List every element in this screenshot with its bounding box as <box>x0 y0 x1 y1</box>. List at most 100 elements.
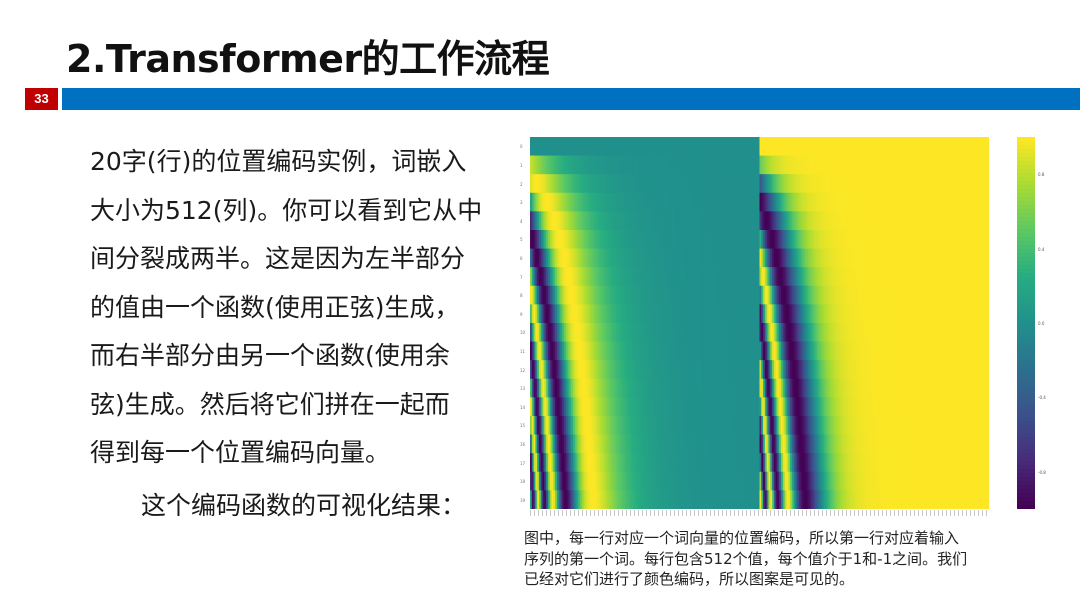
heatmap-cell <box>594 230 597 250</box>
heatmap-cell <box>646 285 649 305</box>
heatmap-cell <box>886 285 890 305</box>
heatmap-cell <box>702 285 705 305</box>
heatmap-cell <box>829 230 832 250</box>
heatmap-cell <box>723 453 727 473</box>
heatmap-cell <box>969 155 972 175</box>
heatmap-cell <box>872 471 875 491</box>
heatmap-cell <box>859 323 863 343</box>
heatmap-cell <box>913 416 917 436</box>
heatmap-cell <box>890 341 893 361</box>
heatmap-cell <box>664 230 667 250</box>
heatmap-cell <box>847 192 850 212</box>
heatmap-cell <box>847 267 850 287</box>
heatmap-cell <box>870 471 874 491</box>
heatmap-cell <box>965 453 969 473</box>
heatmap-cell <box>612 360 615 380</box>
heatmap-cell <box>630 155 633 175</box>
heatmap-cell <box>565 285 569 305</box>
heatmap-cell <box>876 267 879 287</box>
heatmap-cell <box>628 323 631 343</box>
heatmap-cell <box>859 155 863 175</box>
heatmap-cell <box>770 267 773 287</box>
heatmap-cell <box>933 341 936 361</box>
heatmap-cell <box>653 453 657 473</box>
heatmap-cell <box>560 341 563 361</box>
heatmap-cell <box>971 360 974 380</box>
heatmap-cell <box>702 434 705 454</box>
heatmap-cell <box>549 267 553 287</box>
heatmap-cell <box>585 416 588 436</box>
heatmap-cell <box>963 453 967 473</box>
heatmap-cell <box>974 285 978 305</box>
heatmap-cell <box>741 490 744 509</box>
heatmap-cell <box>772 323 775 343</box>
heatmap-cell <box>833 230 836 250</box>
heatmap-cell <box>847 211 850 231</box>
heatmap-cell <box>687 230 691 250</box>
heatmap-cell <box>831 397 834 417</box>
heatmap-cell <box>868 416 872 436</box>
heatmap-cell <box>876 453 879 473</box>
heatmap-cell <box>601 360 605 380</box>
heatmap-cell <box>655 471 658 491</box>
heatmap-cell <box>653 192 657 212</box>
heatmap-cell <box>754 397 757 417</box>
heatmap-cell <box>763 397 766 417</box>
heatmap-cell <box>772 416 775 436</box>
heatmap-cell <box>920 192 924 212</box>
heatmap-cell <box>890 416 893 436</box>
heatmap-cell <box>971 137 974 157</box>
heatmap-cell <box>879 397 883 417</box>
heatmap-cell <box>637 471 640 491</box>
heatmap-cell <box>834 416 838 436</box>
heatmap-cell <box>542 230 545 250</box>
heatmap-cell <box>535 378 538 398</box>
heatmap-cell <box>535 490 538 509</box>
heatmap-cell <box>867 174 870 194</box>
heatmap-cell <box>960 211 963 231</box>
heatmap-cell <box>718 323 721 343</box>
heatmap-cell <box>840 360 843 380</box>
heatmap-cell <box>727 192 730 212</box>
heatmap-cell <box>969 211 972 231</box>
heatmap-cell <box>872 267 875 287</box>
heatmap-cell <box>949 248 952 268</box>
heatmap-cell <box>657 174 660 194</box>
heatmap-cell <box>945 211 949 231</box>
heatmap-cell <box>798 378 802 398</box>
heatmap-cell <box>761 397 764 417</box>
heatmap-cell <box>567 174 571 194</box>
heatmap-cell <box>653 434 657 454</box>
heatmap-cell <box>608 285 612 305</box>
heatmap-cell <box>800 453 804 473</box>
heatmap-cell <box>911 453 915 473</box>
heatmap-cell <box>590 230 594 250</box>
heatmap-cell <box>642 341 646 361</box>
heatmap-cell <box>816 304 820 324</box>
heatmap-cell <box>737 471 741 491</box>
heatmap-cell <box>741 267 744 287</box>
heatmap-cell <box>651 490 655 509</box>
heatmap-cell <box>569 267 572 287</box>
heatmap-cell <box>974 416 978 436</box>
heatmap-cell <box>628 471 631 491</box>
heatmap-cell <box>533 397 536 417</box>
heatmap-cell <box>569 323 572 343</box>
heatmap-cell <box>945 192 949 212</box>
heatmap-cell <box>576 267 580 287</box>
heatmap-cell <box>537 471 540 491</box>
heatmap-cell <box>755 416 759 436</box>
heatmap-cell <box>859 304 863 324</box>
heatmap-cell <box>917 341 920 361</box>
heatmap-cell <box>630 397 633 417</box>
heatmap-cell <box>567 304 571 324</box>
heatmap-cell <box>806 155 809 175</box>
heatmap-cell <box>617 137 621 157</box>
heatmap-cell <box>664 378 667 398</box>
heatmap-cell <box>804 285 807 305</box>
heatmap-cell <box>781 174 784 194</box>
heatmap-cell <box>967 304 970 324</box>
heatmap-cell <box>637 211 640 231</box>
heatmap-cell <box>583 416 587 436</box>
heatmap-cell <box>632 397 635 417</box>
